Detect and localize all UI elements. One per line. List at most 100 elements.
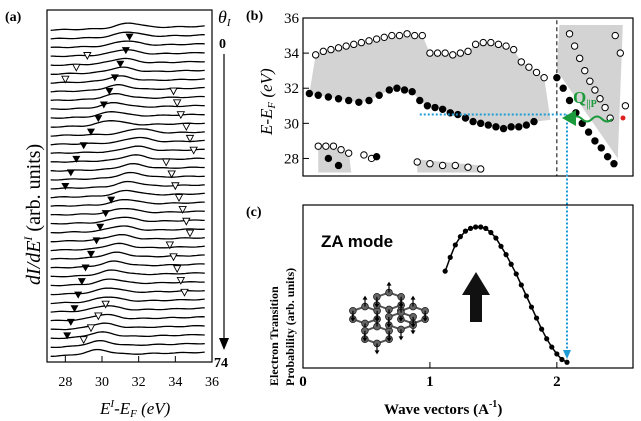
x-tick-label: 36 bbox=[205, 375, 219, 390]
filled-triangle-marker bbox=[94, 115, 103, 123]
open-point bbox=[464, 163, 472, 171]
x-tick-label: 2 bbox=[553, 374, 561, 390]
spectrum-curve bbox=[50, 92, 205, 102]
panel-a-markers bbox=[61, 33, 198, 345]
y-tick-label: 32 bbox=[284, 81, 299, 97]
spectrum-curve bbox=[50, 128, 205, 137]
panel-a: 28 30 32 34 36 (a) dI/dEI (arb. units) EI-EF… bbox=[5, 7, 232, 420]
spectrum-curve bbox=[50, 313, 205, 322]
open-point bbox=[433, 49, 442, 57]
spectrum-curve bbox=[50, 31, 205, 40]
filled-triangle-marker bbox=[79, 142, 88, 150]
theta-arrow-head bbox=[219, 338, 229, 350]
open-triangle-marker bbox=[83, 52, 92, 60]
spectrum-curve bbox=[50, 322, 205, 331]
open-point bbox=[426, 160, 434, 168]
x-tick-label: 32 bbox=[132, 375, 146, 390]
filled-point bbox=[559, 84, 567, 92]
open-point bbox=[487, 38, 495, 47]
spectrum-curve bbox=[50, 198, 205, 207]
open-triangle-marker bbox=[167, 170, 176, 179]
q-arrow-head bbox=[562, 110, 576, 126]
filled-point bbox=[408, 88, 416, 96]
filled-point bbox=[375, 91, 383, 99]
x-tick-label: 30 bbox=[95, 375, 109, 390]
open-triangle-marker bbox=[178, 205, 187, 214]
spectrum-curve bbox=[50, 145, 205, 154]
filled-point bbox=[324, 93, 333, 101]
atom-arrow-head bbox=[422, 317, 428, 322]
panel-a-spectra bbox=[50, 22, 205, 357]
panel-a-xlabel: EI-EF (eV) bbox=[99, 398, 171, 420]
theta-start: 0 bbox=[219, 37, 226, 52]
q-label: Q||P bbox=[573, 88, 597, 110]
filled-triangle-marker bbox=[77, 278, 86, 286]
filled-triangle-marker bbox=[125, 33, 134, 41]
atom-arrow-head bbox=[386, 281, 392, 286]
open-point bbox=[621, 102, 630, 110]
data-point bbox=[518, 282, 524, 288]
filled-point bbox=[499, 124, 508, 133]
filled-point bbox=[476, 119, 485, 128]
filled-triangle-marker bbox=[116, 60, 125, 68]
panel-b-points bbox=[305, 30, 630, 173]
guide-arrow-head bbox=[563, 350, 571, 359]
spectrum-curve bbox=[50, 66, 205, 75]
filled-triangle-marker bbox=[81, 264, 90, 272]
open-point bbox=[350, 40, 358, 49]
open-triangle-marker bbox=[176, 111, 186, 120]
open-triangle-marker bbox=[174, 194, 184, 203]
atom-arrow-head bbox=[350, 317, 356, 322]
data-point bbox=[442, 268, 448, 274]
open-point bbox=[581, 66, 589, 75]
open-triangle-marker bbox=[165, 241, 175, 250]
data-point bbox=[549, 344, 555, 350]
open-triangle-marker bbox=[189, 146, 198, 155]
theta-symbol: θI bbox=[218, 7, 232, 29]
data-point bbox=[559, 356, 565, 363]
open-triangle-marker bbox=[172, 265, 182, 274]
panel-a-xticks: 28 30 32 34 36 bbox=[58, 356, 219, 390]
panel-b: 28 30 32 34 36 (b) E-EF (eV) Q||P bbox=[246, 9, 634, 359]
open-point bbox=[438, 161, 447, 170]
open-triangle-marker bbox=[161, 158, 171, 167]
panel-a-label: (a) bbox=[5, 10, 22, 25]
spectrum-curve bbox=[50, 75, 205, 84]
open-point bbox=[616, 49, 625, 57]
panel-c-points bbox=[442, 224, 570, 365]
filled-point bbox=[305, 89, 314, 98]
filled-point bbox=[469, 117, 477, 126]
open-triangle-marker bbox=[180, 288, 189, 297]
data-point bbox=[493, 235, 499, 241]
spectrum-curve bbox=[50, 216, 205, 225]
panel-b-label: (b) bbox=[246, 9, 263, 24]
filled-point bbox=[334, 95, 343, 103]
open-point bbox=[586, 77, 594, 85]
data-point bbox=[539, 326, 545, 332]
spectrum-curve bbox=[50, 22, 205, 31]
open-point bbox=[342, 42, 350, 50]
atom-arrow-head bbox=[398, 336, 404, 341]
panel-c-label: (c) bbox=[246, 205, 262, 220]
filled-point bbox=[603, 152, 612, 161]
open-point bbox=[596, 95, 604, 103]
spectrum-curve bbox=[50, 162, 205, 172]
open-point bbox=[611, 31, 619, 40]
filled-point bbox=[344, 96, 353, 105]
filled-point bbox=[355, 98, 363, 106]
open-point bbox=[509, 45, 518, 54]
filled-point bbox=[610, 160, 618, 168]
filled-triangle-marker bbox=[61, 183, 70, 190]
open-triangle-marker bbox=[185, 229, 195, 238]
open-point bbox=[329, 142, 338, 150]
open-point bbox=[413, 158, 421, 166]
open-triangle-marker bbox=[101, 300, 110, 309]
atom-arrow-head bbox=[398, 301, 404, 306]
open-point bbox=[476, 165, 485, 173]
panel-b-yticks: 28 30 32 34 36 bbox=[284, 11, 309, 167]
filled-point bbox=[522, 121, 531, 129]
data-point bbox=[533, 315, 540, 321]
open-triangle-marker bbox=[185, 134, 195, 143]
data-point bbox=[508, 261, 514, 267]
